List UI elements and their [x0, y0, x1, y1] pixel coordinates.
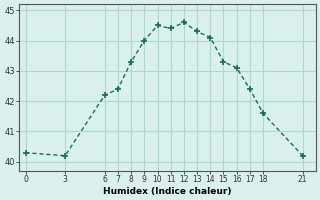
X-axis label: Humidex (Indice chaleur): Humidex (Indice chaleur): [103, 187, 232, 196]
